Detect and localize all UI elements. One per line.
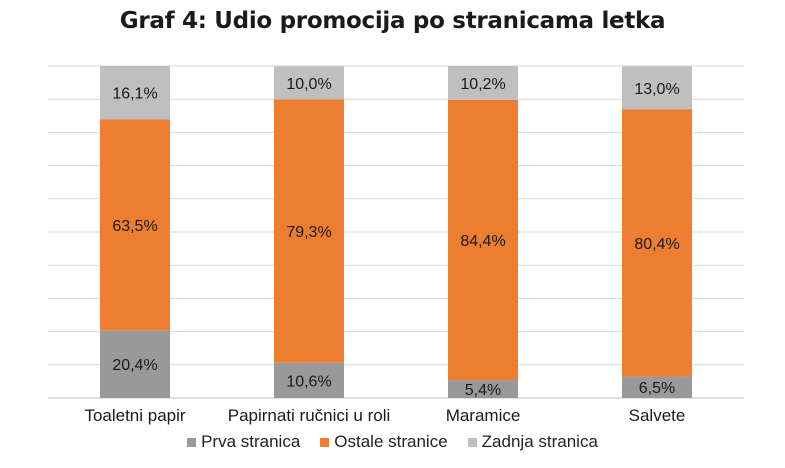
legend-item-prva[interactable]: Prva stranica — [187, 432, 300, 452]
bar-segment[interactable] — [274, 99, 344, 363]
data-label: 80,4% — [634, 236, 679, 253]
bar-segment[interactable] — [622, 109, 692, 377]
data-label: 10,6% — [286, 373, 331, 390]
legend-label-ostale: Ostale stranice — [334, 432, 448, 451]
data-label: 13,0% — [634, 81, 679, 98]
chart-title: Graf 4: Udio promocija po stranicama let… — [119, 8, 666, 34]
legend-item-zadnja[interactable]: Zadnja stranica — [467, 432, 598, 452]
bar-segment[interactable] — [448, 66, 518, 100]
data-label: 10,2% — [460, 76, 505, 93]
bar-segment[interactable] — [274, 66, 344, 100]
bar-segment[interactable] — [100, 330, 170, 398]
x-tick-label: Papirnati ručnici u roli — [228, 406, 391, 425]
data-label: 6,5% — [639, 380, 675, 397]
x-tick-label: Maramice — [446, 406, 521, 425]
data-labels: 20,4% 63,5% 16,1% 10,6% 79,3% 10,0% 5,4% 84,4% 1… — [112, 76, 679, 399]
data-label: 63,5% — [112, 218, 157, 235]
legend-swatch-ostale — [320, 437, 330, 447]
legend-item-ostale[interactable]: Ostale stranice — [320, 432, 448, 452]
bar-segment[interactable] — [274, 362, 344, 398]
legend-label-prva: Prva stranica — [201, 432, 301, 451]
data-label: 79,3% — [286, 224, 331, 241]
bar-segment[interactable] — [448, 380, 518, 398]
data-label: 5,4% — [465, 382, 501, 399]
x-tick-label: Toaletni papir — [84, 406, 185, 425]
bar-segment[interactable] — [622, 376, 692, 398]
data-label: 10,0% — [286, 76, 331, 93]
data-label: 16,1% — [112, 86, 157, 103]
x-axis-ticks: Toaletni papir Papirnati ručnici u roli Ma… — [84, 406, 685, 425]
x-tick-label: Salvete — [629, 406, 686, 425]
bar-segment[interactable] — [622, 66, 692, 110]
data-label: 20,4% — [112, 357, 157, 374]
data-label: 84,4% — [460, 233, 505, 250]
bar-segment[interactable] — [100, 66, 170, 120]
legend-swatch-zadnja — [467, 437, 477, 447]
legend-swatch-prva — [187, 437, 197, 447]
bar-segment[interactable] — [448, 99, 518, 381]
legend: Prva stranica Ostale stranice Zadnja str… — [0, 432, 785, 452]
legend-label-zadnja: Zadnja stranica — [481, 432, 598, 451]
bars — [100, 66, 692, 398]
bar-segment[interactable] — [100, 119, 170, 331]
